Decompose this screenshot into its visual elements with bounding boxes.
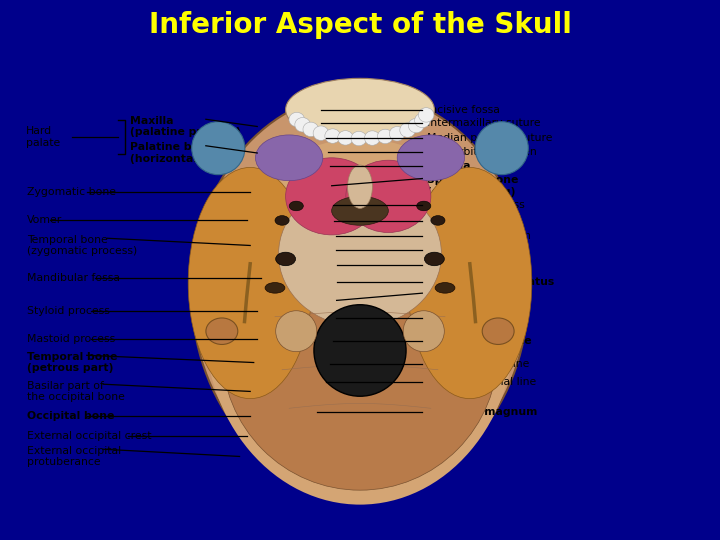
Text: Vomer: Vomer [27,215,62,225]
Ellipse shape [286,158,378,235]
Ellipse shape [204,139,516,504]
Circle shape [289,201,303,211]
Text: Superior nuchal line: Superior nuchal line [427,377,536,387]
Ellipse shape [475,122,528,174]
Text: Pterygoid process: Pterygoid process [427,200,525,210]
Ellipse shape [256,135,323,181]
Ellipse shape [192,93,528,492]
Text: Stylomastoid
foramen: Stylomastoid foramen [427,289,498,311]
Text: Palatine bone
(horizontal plate): Palatine bone (horizontal plate) [130,142,236,164]
Text: Maxilla
(palatine process): Maxilla (palatine process) [130,116,240,137]
Ellipse shape [294,118,310,132]
Text: Foramen ovale: Foramen ovale [427,217,508,226]
Ellipse shape [482,318,514,345]
Text: Zygomatic bone: Zygomatic bone [27,186,116,197]
Text: Basilar part of
the occipital bone: Basilar part of the occipital bone [27,381,125,402]
Ellipse shape [222,211,498,490]
Circle shape [431,215,445,225]
Ellipse shape [390,126,405,141]
Text: Intermaxillary suture: Intermaxillary suture [427,118,541,128]
Text: Foramen magnum: Foramen magnum [427,407,538,417]
Ellipse shape [348,165,372,208]
Ellipse shape [435,282,455,293]
Ellipse shape [289,112,305,127]
Ellipse shape [206,318,238,345]
Ellipse shape [377,129,393,144]
Ellipse shape [286,78,434,141]
Ellipse shape [364,131,380,145]
Ellipse shape [338,131,354,145]
Circle shape [275,215,289,225]
Ellipse shape [325,129,341,143]
Text: Ext. acoustic meatus: Ext. acoustic meatus [427,277,554,287]
Ellipse shape [188,167,312,399]
Text: External occipital
protuberance: External occipital protuberance [27,446,121,467]
Ellipse shape [418,107,434,122]
Ellipse shape [279,182,441,326]
Text: Styloid process: Styloid process [27,306,110,316]
Text: Occipital condyle: Occipital condyle [427,336,532,346]
Ellipse shape [192,122,245,174]
Ellipse shape [400,123,415,137]
Text: Foramen lacerum: Foramen lacerum [427,245,523,255]
Ellipse shape [397,135,464,181]
Text: Inferior Aspect of the Skull: Inferior Aspect of the Skull [148,11,572,39]
Ellipse shape [276,310,317,352]
Text: Incisive fossa: Incisive fossa [427,105,500,114]
Text: Inferior nuchal line: Inferior nuchal line [427,359,530,369]
Text: Temporal bone
(petrous part): Temporal bone (petrous part) [27,352,117,373]
Text: Maxilla: Maxilla [427,161,471,172]
Text: Foramen spinosum: Foramen spinosum [427,231,531,241]
Text: External occipital crest: External occipital crest [27,431,151,441]
Circle shape [276,252,295,266]
Ellipse shape [265,282,285,293]
Text: Occipital bone: Occipital bone [27,410,114,421]
Text: Temporal bone
(zygomatic process): Temporal bone (zygomatic process) [27,235,138,256]
Circle shape [417,201,431,211]
Ellipse shape [313,126,329,140]
Text: Infraorbital foramen: Infraorbital foramen [427,147,537,157]
Ellipse shape [408,118,424,133]
Text: Median palatine suture: Median palatine suture [427,133,553,143]
Ellipse shape [408,167,532,399]
Ellipse shape [303,122,318,137]
Ellipse shape [415,113,430,127]
Ellipse shape [332,197,388,225]
Text: Jugular foramen: Jugular foramen [427,313,515,323]
Text: Sphenoid bone
(greater wing): Sphenoid bone (greater wing) [427,175,518,197]
Circle shape [425,252,444,266]
Ellipse shape [346,160,431,232]
Ellipse shape [403,310,444,352]
Ellipse shape [351,131,366,146]
Text: Hard
palate: Hard palate [26,126,60,148]
Text: Mastoid process: Mastoid process [27,334,115,344]
Text: Carotid canal: Carotid canal [427,260,500,270]
Text: Mandibular fossa: Mandibular fossa [27,273,120,283]
Ellipse shape [314,305,406,396]
